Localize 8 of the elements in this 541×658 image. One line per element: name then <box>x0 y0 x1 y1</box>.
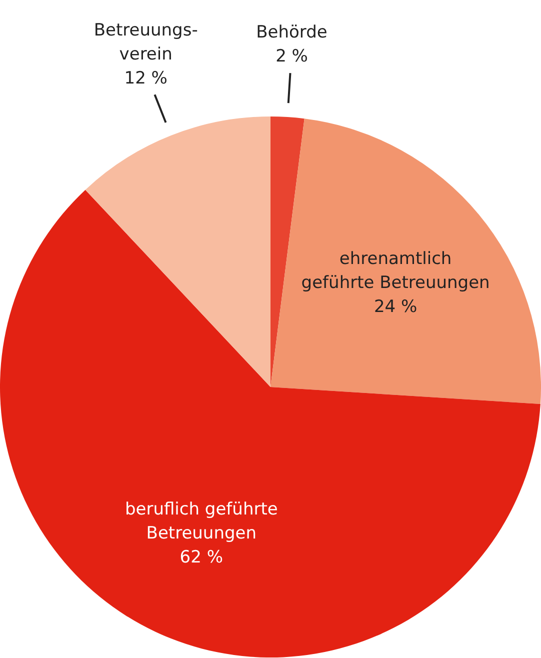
slice-label: beruflich geführte Betreuungen <box>124 499 278 544</box>
data-label: 24 % <box>374 296 418 317</box>
slice-label: Betreuungs- verein <box>94 20 198 65</box>
data-label: 2 % <box>276 46 308 67</box>
data-label: 62 % <box>180 547 223 568</box>
data-label: 12 % <box>124 68 168 89</box>
slice-label: Behörde <box>256 22 328 43</box>
slice-label: ehrenamtlich geführte Betreuungen <box>301 248 490 293</box>
